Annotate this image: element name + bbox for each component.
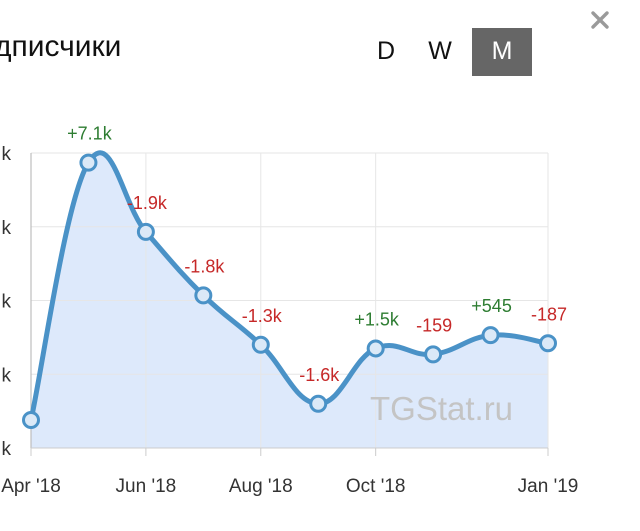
- data-label: -1.8k: [184, 256, 225, 276]
- data-label: -1.9k: [127, 193, 168, 213]
- data-label: -187: [531, 304, 567, 324]
- y-tick-label: k: [2, 439, 12, 460]
- x-tick-label: Jun '18: [116, 476, 177, 497]
- data-point: [136, 222, 155, 241]
- data-point: [309, 394, 328, 413]
- y-tick-label: k: [2, 218, 12, 239]
- page-title: дписчики: [0, 30, 122, 63]
- x-tick-label: Aug '18: [229, 476, 293, 497]
- data-point: [251, 335, 270, 354]
- data-label: -159: [416, 315, 452, 335]
- data-label: -1.3k: [242, 306, 283, 326]
- y-tick-label: k: [2, 144, 12, 165]
- data-point: [22, 410, 40, 429]
- y-tick-label: k: [2, 292, 12, 313]
- close-icon[interactable]: [586, 6, 614, 34]
- data-label: +1.5k: [354, 309, 400, 329]
- data-label: -1.6k: [299, 365, 340, 385]
- x-tick-label: Apr '18: [1, 476, 61, 497]
- watermark: TGStat.ru: [370, 390, 513, 427]
- period-month-button[interactable]: M: [472, 28, 532, 76]
- period-day-button[interactable]: D: [376, 37, 396, 65]
- data-point: [194, 286, 213, 305]
- data-point: [539, 334, 557, 353]
- x-tick-label: Oct '18: [346, 476, 406, 497]
- x-tick-label: Jan '19: [518, 476, 579, 497]
- y-tick-label: k: [2, 365, 12, 386]
- data-point: [79, 153, 98, 172]
- data-point: [366, 339, 385, 358]
- period-week-button[interactable]: W: [428, 37, 452, 65]
- data-point: [424, 345, 443, 364]
- data-label: +7.1k: [67, 124, 113, 144]
- data-label: +545: [471, 296, 512, 316]
- data-point: [481, 326, 500, 345]
